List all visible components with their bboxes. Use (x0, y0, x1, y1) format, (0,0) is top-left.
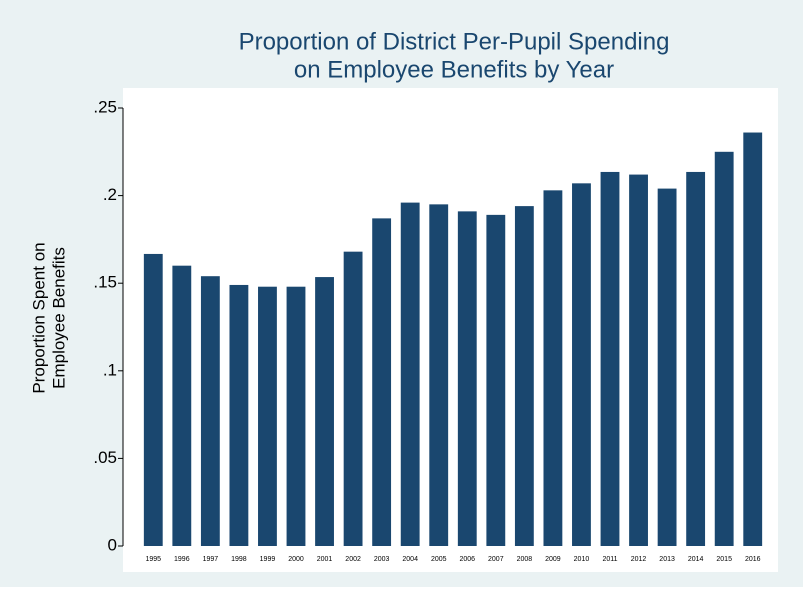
bar (543, 190, 563, 546)
y-axis-label: Proportion Spent on (29, 242, 48, 393)
x-tick-label: 2007 (488, 556, 504, 563)
plot-area (123, 88, 778, 572)
bar (315, 277, 334, 546)
chart-title: Proportion of District Per-Pupil Spendin… (239, 28, 670, 55)
x-tick-label: 2016 (745, 556, 761, 563)
bar (172, 265, 192, 546)
bar (743, 132, 763, 546)
x-tick-label: 2013 (659, 556, 675, 563)
bar (686, 171, 706, 546)
x-tick-label: 2005 (431, 556, 447, 563)
bar (572, 183, 591, 546)
x-tick-label: 2014 (688, 556, 704, 563)
x-tick-label: 2006 (459, 556, 475, 563)
bar (514, 206, 534, 546)
x-tick-label: 2001 (317, 556, 333, 563)
bar (372, 218, 392, 546)
x-tick-label: 2004 (402, 556, 418, 563)
x-tick-label: 2015 (716, 556, 732, 563)
bar (343, 251, 363, 546)
y-tick-label: .2 (103, 185, 117, 204)
x-tick-label: 1995 (145, 556, 161, 563)
bar (429, 204, 449, 547)
x-tick-label: 1997 (203, 556, 219, 563)
x-tick-label: 2003 (374, 556, 390, 563)
bar (200, 276, 220, 546)
x-tick-label: 1999 (260, 556, 276, 563)
y-tick-label: .25 (93, 97, 117, 116)
x-tick-label: 1996 (174, 556, 190, 563)
bar (714, 151, 734, 547)
x-tick-label: 2011 (602, 556, 617, 563)
chart-title: on Employee Benefits by Year (294, 56, 614, 83)
bar (286, 286, 306, 546)
bar (400, 202, 420, 546)
y-tick-label: .1 (103, 360, 117, 379)
x-tick-label: 2008 (517, 556, 533, 563)
x-tick-label: 2010 (574, 556, 590, 563)
x-tick-label: 2009 (545, 556, 561, 563)
bar (258, 286, 277, 546)
bar (229, 284, 249, 546)
x-tick-label: 2002 (345, 556, 361, 563)
bar (657, 188, 677, 547)
bar (600, 171, 620, 546)
bar (629, 174, 648, 547)
x-tick-label: 1998 (231, 556, 247, 563)
y-tick-label: .15 (93, 273, 117, 292)
y-axis-label: Employee Benefits (49, 247, 68, 389)
bar (457, 211, 477, 547)
bar (143, 253, 163, 547)
x-tick-label: 2000 (288, 556, 304, 563)
y-tick-label: .05 (93, 448, 117, 467)
y-tick-label: 0 (108, 535, 117, 554)
x-tick-label: 2012 (631, 556, 647, 563)
bar (486, 214, 506, 546)
